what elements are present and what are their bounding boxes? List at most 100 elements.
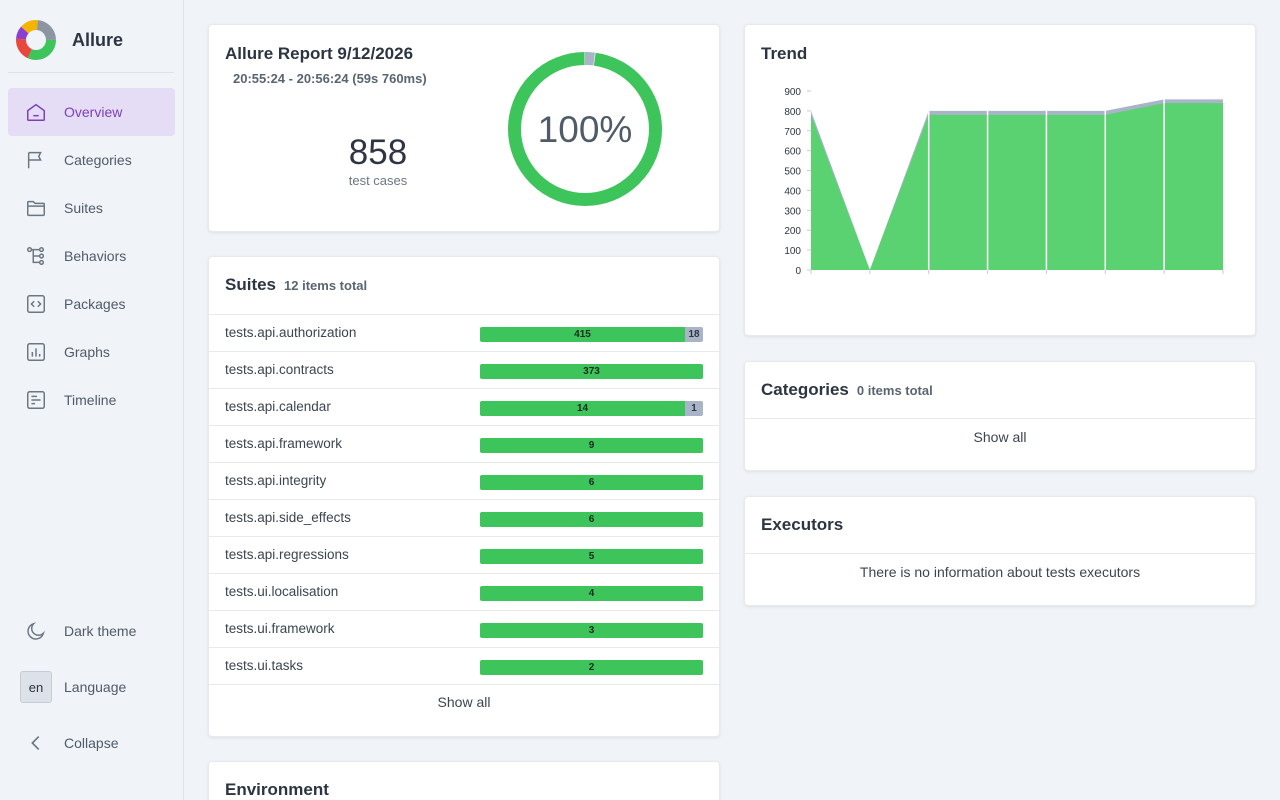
report-title: Allure Report 9/12/2026 [225, 44, 414, 63]
nav-label: Suites [64, 200, 103, 216]
divider [745, 553, 1255, 554]
suite-row[interactable]: tests.api.framework 9 [209, 426, 719, 463]
divider [745, 418, 1255, 419]
main-nav: Overview Categories Suites Behaviors Pac… [8, 88, 175, 424]
test-case-label: test cases [348, 173, 408, 188]
environment-card: Environment [208, 761, 720, 800]
environment-title: Environment [225, 780, 329, 799]
y-tick-label: 800 [784, 107, 801, 118]
passed-segment: 5 [480, 549, 703, 564]
suite-name: tests.api.contracts [225, 362, 334, 377]
nav-item-overview[interactable]: Overview [8, 88, 175, 136]
nav-item-graphs[interactable]: Graphs [8, 328, 175, 376]
passed-segment: 9 [480, 438, 703, 453]
timeline-icon [24, 388, 48, 412]
allure-logo [16, 20, 56, 60]
suite-row[interactable]: tests.ui.localisation 4 [209, 574, 719, 611]
suite-name: tests.ui.framework [225, 621, 335, 636]
passed-segment: 6 [480, 475, 703, 490]
app-name: Allure [72, 29, 124, 50]
suite-status-bar[interactable]: 5 [480, 549, 703, 564]
environment-header: Environment [225, 780, 329, 800]
suite-row[interactable]: tests.ui.tasks 2 [209, 648, 719, 685]
language-label: Language [64, 679, 127, 695]
suite-status-bar[interactable]: 3 [480, 623, 703, 638]
executors-title: Executors [761, 515, 844, 534]
language-code-badge: en [20, 671, 52, 703]
collapse-button[interactable]: Collapse [8, 719, 175, 767]
donut-skipped-arc [508, 52, 662, 206]
suite-status-bar[interactable]: 415 18 [480, 327, 703, 342]
nav-item-timeline[interactable]: Timeline [8, 376, 175, 424]
suite-row[interactable]: tests.api.integrity 6 [209, 463, 719, 500]
success-rate-donut[interactable]: 100% [507, 51, 663, 207]
y-tick-label: 600 [784, 147, 801, 158]
suite-row[interactable]: tests.api.authorization 415 18 [209, 315, 719, 352]
nav-item-behaviors[interactable]: Behaviors [8, 232, 175, 280]
passed-segment: 14 [480, 401, 685, 416]
collapse-label: Collapse [64, 735, 119, 751]
y-tick-label: 200 [784, 226, 801, 237]
suite-status-bar[interactable]: 4 [480, 586, 703, 601]
trend-title: Trend [761, 44, 808, 63]
report-time-range: 20:55:24 - 20:56:24 (59s 760ms) [233, 71, 427, 86]
categories-count: 0 items total [856, 383, 933, 398]
skipped-segment: 18 [685, 327, 703, 342]
flag-icon [24, 148, 48, 172]
brand[interactable]: Allure [16, 20, 123, 60]
nav-item-suites[interactable]: Suites [8, 184, 175, 232]
suite-status-bar[interactable]: 373 [480, 364, 703, 379]
divider [209, 314, 719, 315]
suite-status-bar[interactable]: 9 [480, 438, 703, 453]
y-tick-label: 500 [784, 167, 801, 178]
suite-name: tests.api.integrity [225, 473, 327, 488]
suite-status-bar[interactable]: 14 1 [480, 401, 703, 416]
y-tick-label: 700 [784, 127, 801, 138]
suite-row[interactable]: tests.api.contracts 373 [209, 352, 719, 389]
suites-count: 12 items total [284, 278, 368, 293]
categories-show-all-link[interactable]: Show all [973, 429, 1027, 445]
passed-segment: 4 [480, 586, 703, 601]
code-icon [24, 292, 48, 316]
nav-item-categories[interactable]: Categories [8, 136, 175, 184]
test-case-count: 858 [348, 133, 408, 172]
suites-show-all-link[interactable]: Show all [437, 694, 491, 710]
home-icon [24, 100, 48, 124]
suite-status-bar[interactable]: 6 [480, 475, 703, 490]
suite-status-bar[interactable]: 2 [480, 660, 703, 675]
suites-title: Suites [225, 275, 277, 294]
suite-status-bar[interactable]: 6 [480, 512, 703, 527]
suite-name: tests.api.framework [225, 436, 343, 451]
suite-row[interactable]: tests.api.side_effects 6 [209, 500, 719, 537]
bar-chart-icon [24, 340, 48, 364]
dark-theme-toggle[interactable]: Dark theme [8, 607, 175, 655]
nav-label: Packages [64, 296, 126, 312]
trend-passed-area[interactable] [811, 103, 1223, 270]
passed-segment: 373 [480, 364, 703, 379]
suite-name: tests.api.side_effects [225, 510, 351, 525]
nav-item-packages[interactable]: Packages [8, 280, 175, 328]
chevron-left-icon [24, 731, 48, 755]
suites-header: Suites 12 items total [225, 275, 367, 295]
y-tick-label: 300 [784, 206, 801, 217]
passed-segment: 415 [480, 327, 685, 342]
nav-label: Behaviors [64, 248, 127, 264]
sidebar: Allure Overview Categories Suites Behav [0, 0, 184, 800]
y-tick-label: 900 [784, 87, 801, 98]
executors-empty-message: There is no information about tests exec… [859, 564, 1141, 580]
moon-icon [24, 619, 48, 643]
categories-title: Categories [761, 380, 849, 399]
suite-row[interactable]: tests.ui.framework 3 [209, 611, 719, 648]
summary-card: Allure Report 9/12/2026 20:55:24 - 20:56… [208, 24, 720, 232]
passed-segment: 2 [480, 660, 703, 675]
nav-label: Overview [64, 104, 123, 120]
suite-row[interactable]: tests.api.regressions 5 [209, 537, 719, 574]
executors-card: Executors There is no information about … [744, 496, 1256, 606]
suite-name: tests.api.authorization [225, 325, 357, 340]
trend-chart[interactable]: 0 100 200 300 400 500 600 700 800 900 [745, 25, 1255, 335]
skipped-segment: 1 [685, 401, 703, 416]
suites-card: Suites 12 items total tests.api.authoriz… [208, 256, 720, 737]
language-selector[interactable]: en Language [8, 663, 175, 711]
suite-name: tests.api.regressions [225, 547, 349, 562]
suite-row[interactable]: tests.api.calendar 14 1 [209, 389, 719, 426]
